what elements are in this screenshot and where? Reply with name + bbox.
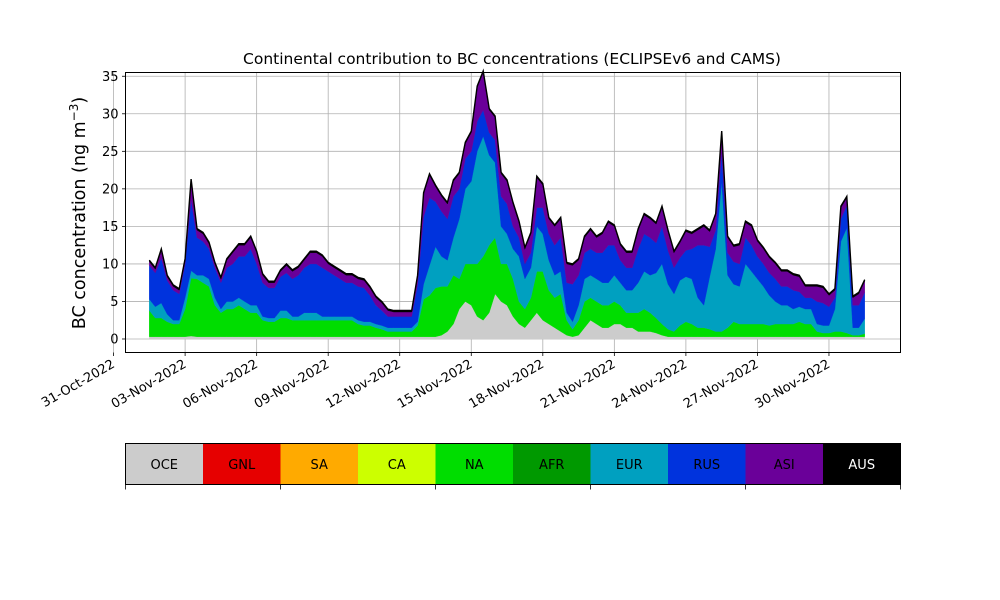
y-tick-label: 25	[102, 145, 119, 160]
legend-label-eur: EUR	[616, 458, 643, 473]
legend-swatch-gnl	[203, 443, 281, 485]
legend-label-aus: AUS	[848, 458, 875, 473]
y-tick-label: 35	[102, 70, 119, 85]
legend-swatch-ca	[358, 443, 436, 485]
legend-swatch-aus	[823, 443, 901, 485]
legend-frame	[125, 443, 901, 485]
legend-swatch-sa	[280, 443, 358, 485]
chart-title: Continental contribution to BC concentra…	[243, 50, 781, 68]
y-axis: 0 5 10 15 20 25 30 35	[102, 70, 126, 347]
y-tick-label: 30	[102, 107, 119, 122]
legend-label-gnl: GNL	[228, 458, 256, 473]
y-tick-label: 10	[102, 257, 119, 272]
y-tick-label: 0	[110, 332, 118, 347]
total-line	[148, 68, 866, 312]
legend-label-rus: RUS	[693, 458, 720, 473]
legend-label-sa: SA	[311, 458, 328, 473]
y-axis-label: BC concentration (ng m−3)	[67, 97, 90, 329]
legend-label-ca: CA	[388, 458, 406, 473]
legend-label-na: NA	[465, 458, 484, 473]
stacked-areas	[149, 70, 865, 340]
legend-label-afr: AFR	[539, 458, 564, 473]
y-tick-label: 20	[102, 182, 119, 197]
y-tick-label: 15	[102, 220, 119, 235]
legend-label-asi: ASI	[774, 458, 795, 473]
legend-swatch-afr	[513, 443, 591, 485]
legend-label-oce: OCE	[150, 458, 178, 473]
y-axis-label-superscript: −3	[67, 104, 81, 122]
legend-swatch-asi	[745, 443, 823, 485]
legend-swatch-na	[435, 443, 513, 485]
legend-swatch-rus	[668, 443, 746, 485]
y-tick-label: 5	[110, 295, 118, 310]
total-outline	[148, 68, 866, 312]
y-axis-label-close: )	[70, 97, 90, 104]
y-axis-label-text: BC concentration (ng m	[70, 121, 90, 329]
legend-swatch-oce	[125, 443, 203, 485]
plot-frame	[125, 72, 901, 353]
region-legend: OCE GNL SA CA NA AFR EUR RUS ASI AUS	[125, 443, 901, 490]
legend-swatch-eur	[590, 443, 668, 485]
